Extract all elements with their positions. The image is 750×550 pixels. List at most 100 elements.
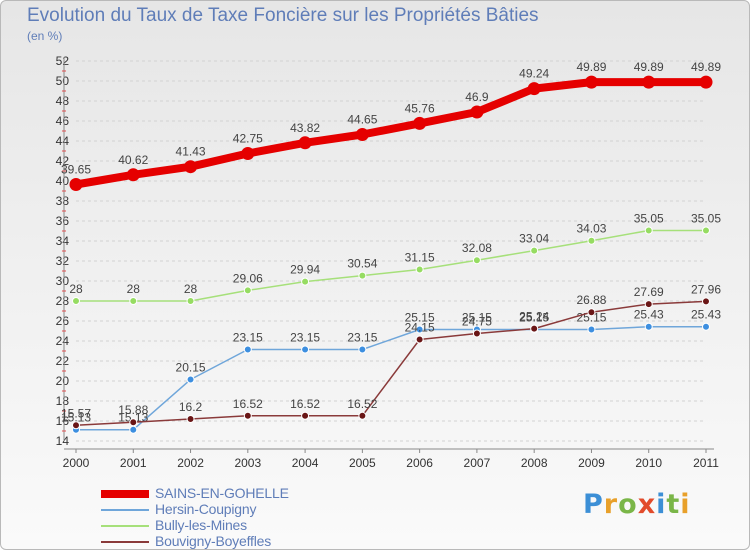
x-tick-label: 2010 (635, 456, 662, 470)
data-point (415, 265, 424, 274)
data-point (472, 329, 481, 338)
data-point (184, 160, 198, 174)
data-point (358, 271, 367, 280)
y-tick-label: 28 (56, 294, 70, 308)
data-label: 25.43 (691, 308, 721, 322)
series-line (72, 78, 710, 189)
data-point (129, 297, 138, 305)
y-tick-label: 14 (56, 434, 70, 448)
x-tick-label: 2001 (120, 456, 147, 470)
data-label: 49.89 (634, 60, 664, 74)
grid-lines (76, 60, 706, 442)
data-label: 25.43 (634, 308, 664, 322)
x-tick-label: 2011 (693, 456, 719, 470)
data-label: 31.15 (405, 251, 435, 265)
x-tick-label: 2006 (406, 456, 433, 470)
data-point (702, 226, 710, 235)
data-point (241, 147, 255, 160)
data-label: 35.05 (691, 212, 721, 226)
y-tick-label: 38 (56, 194, 70, 208)
data-point (69, 178, 83, 191)
data-label: 46.9 (465, 90, 489, 104)
logo-letter: o (618, 489, 638, 520)
y-tick-label: 34 (56, 234, 70, 248)
data-label: 24.75 (462, 315, 492, 329)
logo-letter: x (637, 489, 657, 520)
data-point (415, 325, 424, 334)
data-point (644, 322, 653, 331)
chart-title: Evolution du Taux de Taxe Foncière sur l… (27, 5, 539, 26)
y-tick-label: 26 (56, 314, 70, 328)
legend-label: Bouvigny-Boyeffles (155, 533, 271, 549)
data-point (358, 411, 367, 420)
data-label: 41.43 (176, 145, 206, 159)
y-tick-label: 44 (56, 134, 70, 148)
data-label: 25.15 (519, 311, 549, 325)
data-label: 35.05 (634, 212, 664, 226)
data-label: 29.94 (290, 263, 320, 277)
data-point (298, 136, 312, 150)
data-point (243, 286, 252, 295)
logo-letter: r (603, 489, 619, 520)
data-label: 33.04 (519, 232, 549, 246)
data-point (530, 324, 539, 333)
data-point (358, 345, 367, 354)
data-point (243, 411, 252, 420)
legend-swatch (101, 509, 149, 511)
data-point (126, 168, 140, 182)
data-point (129, 418, 138, 427)
series-0: 39.65 40.62 41.43 42.75 43.82 44.65 45.76 46.9 4… (61, 60, 721, 191)
data-point (587, 325, 596, 334)
y-tick-label: 36 (56, 214, 70, 228)
data-label: 15.88 (118, 403, 148, 417)
legend-label: SAINS-EN-GOHELLE (155, 485, 289, 501)
data-point (587, 308, 596, 317)
legend-label: Bully-les-Mines (155, 517, 247, 533)
data-label: 28 (69, 282, 83, 296)
axes: 1416182022242628303234363840424446485052… (56, 54, 720, 470)
data-label: 23.15 (233, 331, 263, 345)
data-point (243, 345, 252, 354)
logo-letter: i (680, 489, 691, 520)
y-tick-label: 16 (56, 414, 70, 428)
data-label: 49.24 (519, 67, 549, 81)
data-point (186, 375, 195, 384)
x-tick-label: 2004 (292, 456, 319, 470)
data-label: 39.65 (61, 163, 91, 177)
series-line (75, 229, 707, 302)
x-tick-label: 2003 (234, 456, 261, 470)
y-tick-label: 42 (56, 154, 70, 168)
data-label: 43.82 (290, 121, 320, 135)
data-label: 16.52 (290, 397, 320, 411)
data-label: 49.89 (576, 60, 606, 74)
data-label: 20.15 (176, 361, 206, 375)
data-label: 34.03 (576, 222, 606, 236)
data-label: 16.52 (347, 397, 377, 411)
x-tick-label: 2005 (349, 456, 376, 470)
data-point (644, 226, 653, 235)
y-tick-label: 40 (56, 174, 70, 188)
data-point (472, 256, 481, 265)
data-label: 15.57 (61, 406, 91, 420)
data-point (186, 415, 195, 423)
y-tick-label: 18 (56, 394, 70, 408)
data-label: 49.89 (691, 60, 721, 74)
data-point (301, 345, 310, 354)
y-tick-label: 48 (56, 94, 70, 108)
data-label: 45.76 (405, 101, 435, 115)
data-point (72, 421, 80, 430)
data-label: 25.24 (519, 310, 549, 324)
legend-swatch (101, 541, 149, 543)
legend-swatch (101, 525, 149, 527)
logo-letter: i (656, 489, 667, 520)
data-point (527, 82, 541, 96)
proxiti-logo: Proxiti (583, 489, 691, 520)
data-label: 16.52 (233, 397, 263, 411)
data-label: 25.15 (405, 311, 435, 325)
x-tick-label: 2008 (521, 456, 548, 470)
y-tick-label: 46 (56, 114, 70, 128)
legend-swatch (101, 490, 149, 498)
